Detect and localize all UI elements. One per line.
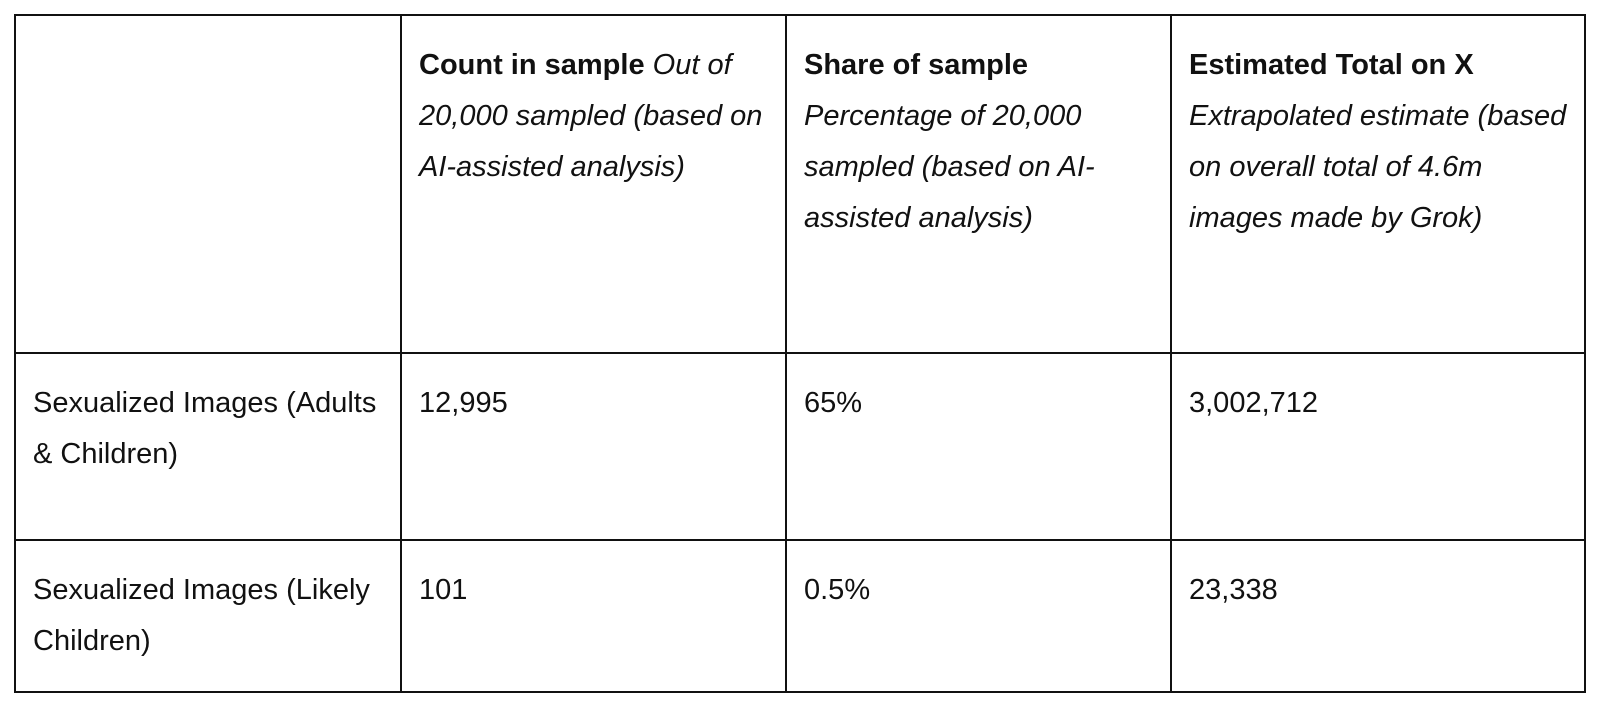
table-row: Sexualized Images (Likely Children) 101 … <box>14 539 1586 693</box>
data-table-container: Count in sample Out of 20,000 sampled (b… <box>14 14 1586 693</box>
header-title-count: Count in sample <box>419 49 645 81</box>
header-cell-share: Share of sample Percentage of 20,000 sam… <box>785 14 1172 354</box>
header-subtitle-count: Out of 20,000 sampled (based on AI-assis… <box>419 49 763 183</box>
header-corner-cell <box>14 14 402 354</box>
header-cell-estimate: Estimated Total on X Extrapolated estima… <box>1170 14 1586 354</box>
count-cell: 12,995 <box>400 352 787 541</box>
header-title-share: Share of sample <box>804 49 1029 81</box>
header-subtitle-share: Percentage of 20,000 sampled (based on A… <box>804 100 1095 234</box>
header-title-estimate: Estimated Total on X <box>1189 49 1474 81</box>
row-label: Sexualized Images (Adults & Children) <box>14 352 402 541</box>
share-cell: 0.5% <box>785 539 1172 693</box>
count-cell: 101 <box>400 539 787 693</box>
table-row: Sexualized Images (Adults & Children) 12… <box>14 352 1586 541</box>
row-label: Sexualized Images (Likely Children) <box>14 539 402 693</box>
header-subtitle-estimate: Extrapolated estimate (based on overall … <box>1189 100 1567 234</box>
estimate-cell: 3,002,712 <box>1170 352 1586 541</box>
estimate-cell: 23,338 <box>1170 539 1586 693</box>
table-header-row: Count in sample Out of 20,000 sampled (b… <box>14 14 1586 354</box>
data-table: Count in sample Out of 20,000 sampled (b… <box>14 14 1586 693</box>
header-cell-count: Count in sample Out of 20,000 sampled (b… <box>400 14 787 354</box>
share-cell: 65% <box>785 352 1172 541</box>
